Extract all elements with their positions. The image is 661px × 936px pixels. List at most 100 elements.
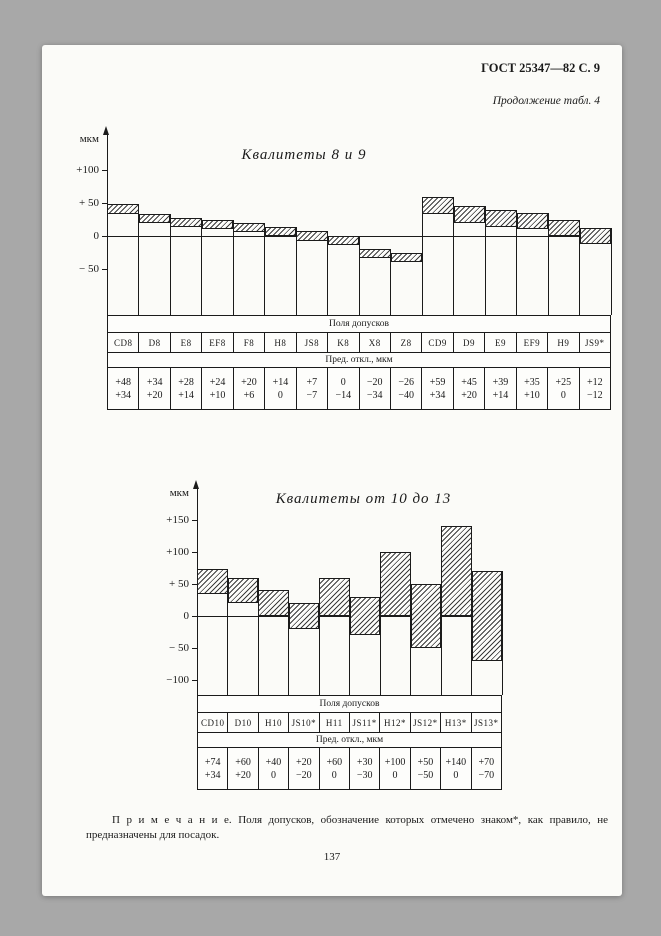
y-tick-mark xyxy=(192,616,197,617)
tolerance-bar xyxy=(138,213,170,223)
column-separator xyxy=(288,603,289,695)
y-axis-arrow-icon xyxy=(103,126,109,135)
y-axis-unit-label: мкм xyxy=(79,133,99,145)
column-separator xyxy=(421,197,423,315)
table-row: Поля допусков xyxy=(197,695,502,713)
tolerance-field-label: D9 xyxy=(452,332,486,353)
column-separator xyxy=(201,220,202,315)
deviation-values-cell: +7 −7 xyxy=(295,367,329,410)
column-separator xyxy=(138,213,139,315)
tolerance-field-label: JS10* xyxy=(288,712,320,733)
y-axis-line xyxy=(107,135,108,315)
deviation-values-cell: +45 +20 xyxy=(452,367,486,410)
table-subheader-cell: Пред. откл., мкм xyxy=(107,352,611,368)
deviation-values-cell: +20 −20 xyxy=(288,747,320,790)
column-separator xyxy=(484,210,486,315)
column-separator xyxy=(547,219,549,315)
y-tick-label: − 50 xyxy=(79,263,99,275)
tolerance-bar xyxy=(233,222,265,233)
deviation-values-cell: +39 +14 xyxy=(484,367,517,410)
doc-header: ГОСТ 25347—82 С. 9 xyxy=(481,61,600,75)
chart-plot-area: +100 + 50 0 − 50 xyxy=(76,135,612,315)
tolerance-field-label: H11 xyxy=(318,712,350,733)
tolerance-bar xyxy=(288,603,319,629)
tolerance-table: Поля допусков CD10 D10 H10 JS10* H11 JS11* H12*… xyxy=(196,695,503,790)
deviation-values-cell: −26 −40 xyxy=(389,367,423,410)
tolerance-field-label: D10 xyxy=(227,712,259,733)
tolerance-bar xyxy=(579,228,611,244)
y-tick-mark xyxy=(102,236,107,237)
document-page: ГОСТ 25347—82 С. 9 Продолжение табл. 4 м… xyxy=(42,45,622,896)
deviation-values-cell: +28 +14 xyxy=(169,367,203,410)
chart-plot-area: +150 +100 + 50 0 − 50 −100 xyxy=(166,490,503,695)
tolerance-bar xyxy=(264,226,296,236)
tolerance-field-label: JS8 xyxy=(295,332,329,353)
y-tick-label: + 50 xyxy=(169,578,189,590)
column-separator xyxy=(295,231,297,315)
deviation-values-cell: +24 +10 xyxy=(201,367,234,410)
table-row: Пред. откл., мкм xyxy=(107,352,611,368)
y-tick-mark xyxy=(192,520,197,521)
table-row: +74 +34 +60 +20 +40 0 +20 −20 +60 0 +30 −30 +100 0 +50… xyxy=(196,747,503,790)
tolerance-field-label: X8 xyxy=(358,332,391,353)
deviation-values-cell: +34 +20 xyxy=(138,367,171,410)
tolerance-bar xyxy=(227,577,258,604)
y-axis-unit-label: мкм xyxy=(169,487,189,499)
tolerance-field-label: JS13* xyxy=(470,712,503,733)
y-tick-mark xyxy=(192,648,197,649)
table-continuation-label: Продолжение табл. 4 xyxy=(492,95,600,107)
deviation-values-cell: +70 −70 xyxy=(470,747,503,790)
tolerance-bar xyxy=(516,212,548,230)
table-row: CD8 D8 E8 EF8 F8 H8 JS8 K8 X8 Z8 CD9 D9 E9 EF9 H9 JS9* xyxy=(106,332,612,353)
tolerance-field-label: JS12* xyxy=(409,712,442,733)
tolerance-bar xyxy=(453,206,485,223)
footnote-label: П р и м е ч а н и е. xyxy=(112,814,232,826)
column-separator xyxy=(610,228,612,315)
y-tick-label: + 50 xyxy=(79,197,99,209)
tolerance-bar xyxy=(296,231,328,241)
tolerance-bar xyxy=(170,217,202,227)
column-separator xyxy=(257,590,259,695)
footnote: П р и м е ч а н и е. Поля допусков, обоз… xyxy=(86,813,608,843)
tolerance-field-label: Z8 xyxy=(389,332,423,353)
tolerance-bar xyxy=(548,219,580,236)
table-header-cell: Поля допусков xyxy=(197,695,502,713)
column-separator xyxy=(232,222,234,315)
y-tick-label: +100 xyxy=(76,164,99,176)
tolerance-field-label: D8 xyxy=(138,332,171,353)
tolerance-bar xyxy=(390,253,422,263)
tolerance-field-label: H12* xyxy=(379,712,411,733)
y-tick-label: +150 xyxy=(166,514,189,526)
column-separator xyxy=(453,206,454,315)
column-separator xyxy=(390,253,391,315)
tolerance-bar xyxy=(359,249,391,259)
deviation-values-cell: +74 +34 xyxy=(196,747,229,790)
y-tick-mark xyxy=(102,170,107,171)
y-tick-mark xyxy=(192,680,197,681)
column-separator xyxy=(318,577,320,695)
y-axis-arrow-icon xyxy=(193,480,199,489)
column-separator xyxy=(264,226,265,315)
deviation-values-cell: +140 0 xyxy=(440,747,472,790)
tolerance-bar xyxy=(380,552,411,616)
column-separator xyxy=(358,249,360,315)
chart-kvalitety-8-9: мкм Квалитеты 8 и 9 +100 + 50 0 − 50 Поля д… xyxy=(76,126,612,410)
tolerance-field-label: EF8 xyxy=(201,332,234,353)
column-separator xyxy=(196,568,198,695)
column-separator xyxy=(501,571,503,695)
table-row: CD10 D10 H10 JS10* H11 JS11* H12* JS12* H13* JS13… xyxy=(196,712,503,733)
y-tick-label: −100 xyxy=(166,674,189,686)
column-separator xyxy=(379,552,381,695)
deviation-values-cell: +20 +6 xyxy=(232,367,266,410)
y-tick-label: 0 xyxy=(93,230,100,242)
tolerance-bar xyxy=(319,577,350,616)
tolerance-bar xyxy=(349,596,380,636)
table-header-cell: Поля допусков xyxy=(107,315,611,333)
tolerance-bar xyxy=(327,236,359,246)
footnote-text: Поля допусков, обозначение которых отмеч… xyxy=(86,814,608,841)
tolerance-field-label: CD9 xyxy=(421,332,454,353)
column-separator xyxy=(579,228,580,315)
column-separator xyxy=(106,204,108,315)
tolerance-field-label: H10 xyxy=(257,712,290,733)
tolerance-field-label: E9 xyxy=(484,332,517,353)
